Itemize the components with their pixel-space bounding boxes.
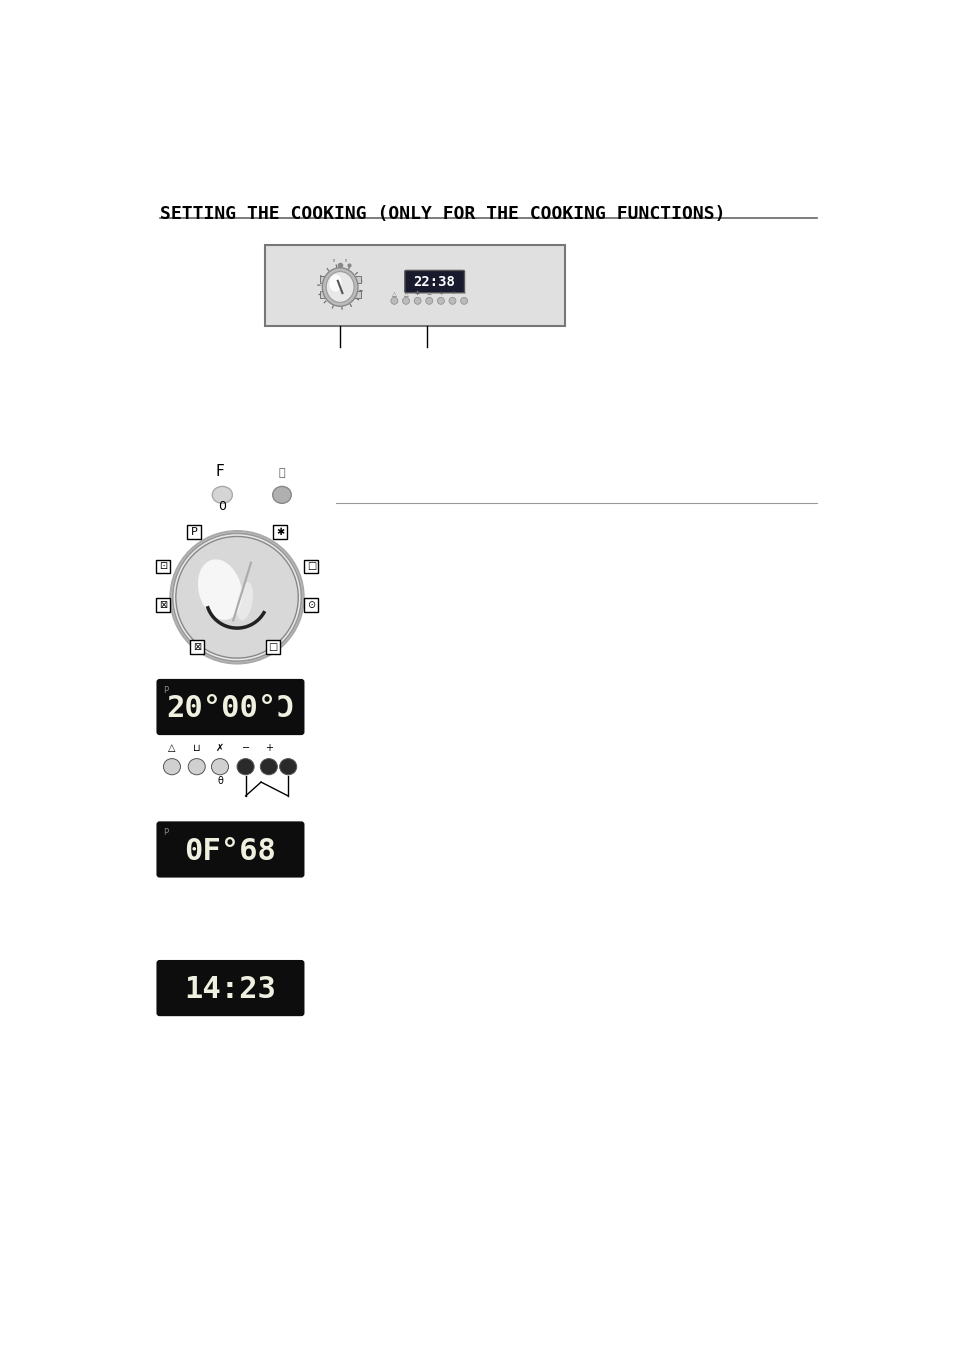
FancyBboxPatch shape — [156, 822, 304, 877]
Ellipse shape — [163, 758, 180, 775]
Text: F: F — [215, 464, 224, 480]
Text: SETTING THE COOKING (ONLY FOR THE COOKING FUNCTIONS): SETTING THE COOKING (ONLY FOR THE COOKIN… — [159, 204, 724, 223]
Ellipse shape — [212, 487, 233, 503]
FancyBboxPatch shape — [354, 291, 360, 299]
FancyBboxPatch shape — [274, 525, 287, 538]
Text: 14:23: 14:23 — [184, 975, 276, 1005]
Ellipse shape — [322, 268, 357, 307]
Text: △: △ — [168, 744, 175, 753]
FancyBboxPatch shape — [404, 270, 464, 293]
Circle shape — [402, 297, 409, 304]
Ellipse shape — [172, 534, 301, 661]
Circle shape — [414, 297, 420, 304]
Text: □: □ — [268, 642, 277, 653]
Text: 22:38: 22:38 — [414, 274, 456, 288]
Text: ✗: ✗ — [215, 744, 224, 753]
Text: ⊠: ⊠ — [159, 600, 168, 610]
Ellipse shape — [273, 487, 291, 503]
Text: ⊡: ⊡ — [159, 561, 168, 572]
Text: ◦: ◦ — [450, 292, 454, 296]
Ellipse shape — [212, 758, 229, 775]
Circle shape — [460, 297, 467, 304]
Text: ◦: ◦ — [344, 258, 348, 265]
Circle shape — [425, 297, 433, 304]
FancyBboxPatch shape — [319, 276, 326, 283]
FancyBboxPatch shape — [156, 560, 171, 573]
FancyBboxPatch shape — [265, 246, 564, 326]
Text: □: □ — [307, 561, 315, 572]
Circle shape — [436, 297, 444, 304]
Text: P: P — [163, 685, 169, 695]
Ellipse shape — [236, 583, 253, 621]
FancyBboxPatch shape — [319, 291, 326, 299]
Ellipse shape — [279, 758, 296, 775]
Ellipse shape — [197, 560, 242, 619]
Text: P: P — [191, 527, 197, 537]
Text: −: − — [426, 292, 432, 296]
Text: ⚿: ⚿ — [278, 468, 285, 479]
FancyBboxPatch shape — [187, 525, 201, 538]
Text: 0F°68: 0F°68 — [184, 837, 276, 865]
Circle shape — [449, 297, 456, 304]
Text: +: + — [437, 292, 443, 296]
FancyBboxPatch shape — [190, 641, 204, 654]
Text: ✱: ✱ — [415, 292, 420, 296]
Text: ◦: ◦ — [332, 258, 335, 265]
FancyBboxPatch shape — [156, 960, 304, 1017]
Text: 0: 0 — [218, 500, 226, 514]
FancyBboxPatch shape — [354, 276, 360, 283]
Ellipse shape — [326, 272, 354, 303]
Circle shape — [391, 297, 397, 304]
Text: θ: θ — [217, 776, 223, 786]
FancyBboxPatch shape — [156, 679, 304, 735]
Text: △: △ — [403, 292, 408, 296]
Ellipse shape — [260, 758, 277, 775]
Text: △: △ — [392, 292, 396, 296]
Text: ⊔: ⊔ — [193, 744, 200, 753]
Text: −: − — [241, 744, 250, 753]
FancyBboxPatch shape — [304, 598, 318, 612]
Ellipse shape — [175, 537, 298, 658]
Text: ⊠: ⊠ — [193, 642, 200, 653]
Text: +: + — [265, 744, 273, 753]
FancyBboxPatch shape — [304, 560, 318, 573]
Text: ✱: ✱ — [276, 527, 284, 537]
Text: ⊙: ⊙ — [307, 600, 315, 610]
Text: 20°00°Ɔ: 20°00°Ɔ — [166, 694, 294, 723]
Text: P: P — [163, 829, 169, 837]
FancyBboxPatch shape — [156, 598, 171, 612]
Ellipse shape — [236, 758, 253, 775]
Ellipse shape — [171, 531, 303, 664]
Ellipse shape — [329, 274, 341, 292]
Text: ◦: ◦ — [462, 292, 465, 296]
FancyBboxPatch shape — [266, 641, 279, 654]
Ellipse shape — [188, 758, 205, 775]
